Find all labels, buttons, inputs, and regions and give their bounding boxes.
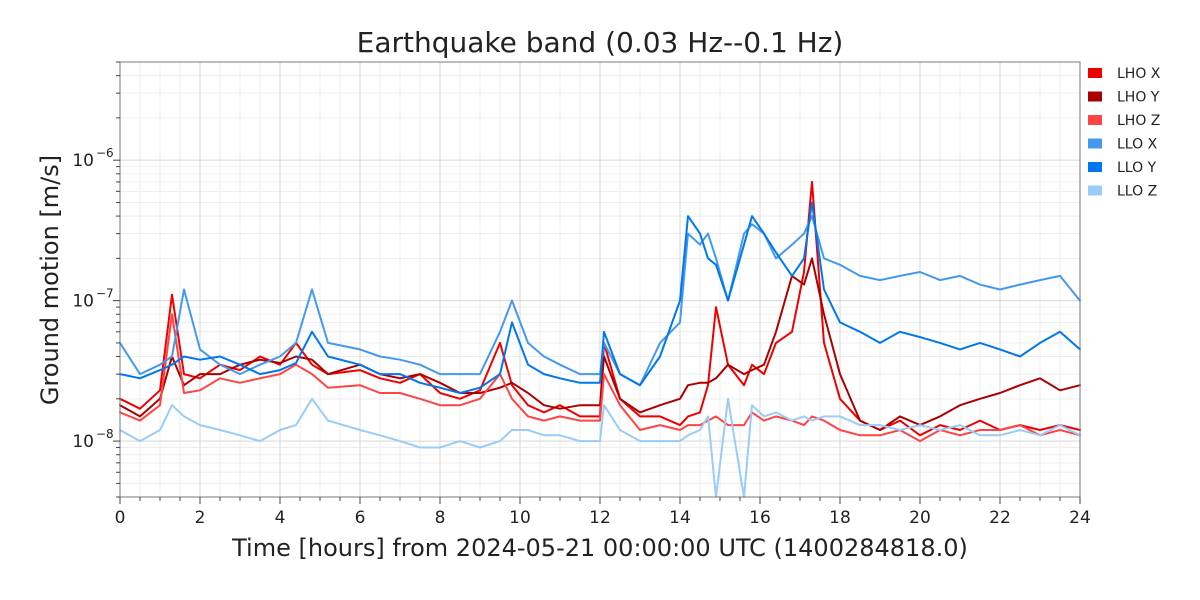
y-tick-label: 10 <box>72 432 94 452</box>
x-tick-label: 0 <box>115 508 126 528</box>
legend-swatch <box>1088 68 1102 78</box>
x-tick-label: 8 <box>435 508 446 528</box>
y-tick-base: 10 <box>72 292 94 312</box>
y-tick-label: 10 <box>72 292 94 312</box>
legend-swatch <box>1088 185 1102 196</box>
x-axis-label: Time [hours] from 2024-05-21 00:00:00 UT… <box>231 534 968 562</box>
series-line-llo-y <box>119 201 1081 394</box>
x-tick-label: 18 <box>829 508 851 528</box>
legend-swatch <box>1088 115 1102 125</box>
y-tick-label: 10 <box>72 151 94 171</box>
series-line-lho-y <box>119 257 1081 431</box>
y-axis-label: Ground motion [m/s] <box>36 155 64 405</box>
chart-title: Earthquake band (0.03 Hz--0.1 Hz) <box>357 26 844 59</box>
legend-swatch <box>1088 91 1102 102</box>
x-tick-label: 22 <box>989 508 1011 528</box>
x-tick-label: 16 <box>749 508 771 528</box>
legend-label: LLO X <box>1117 137 1158 153</box>
x-tick-label: 12 <box>589 508 611 528</box>
x-tick-label: 2 <box>195 508 206 528</box>
x-tick-label: 14 <box>669 508 691 528</box>
series-line-lho-z <box>119 313 1081 443</box>
series-line-lho-x <box>119 180 1081 437</box>
y-tick-exponent: −7 <box>96 287 114 301</box>
x-tick-label: 24 <box>1069 508 1091 528</box>
legend: LHO X LHO Y LHO Z LLO X LLO Y LLO Z <box>1088 66 1161 200</box>
legend-label: LLO Y <box>1117 160 1157 176</box>
legend-swatch <box>1088 162 1102 172</box>
legend-label: LHO Y <box>1117 90 1160 106</box>
y-tick-exponent: −6 <box>96 146 114 160</box>
x-tick-label: 20 <box>909 508 931 528</box>
x-axis-ticks: 0 2 4 6 8 10 12 14 16 18 20 22 24 <box>115 497 1091 528</box>
legend-label: LHO Z <box>1117 113 1160 129</box>
legend-swatch <box>1088 138 1102 149</box>
y-tick-base: 10 <box>72 432 94 452</box>
legend-label: LHO X <box>1117 66 1161 82</box>
y-tick-base: 10 <box>72 151 94 171</box>
y-axis-ticks: 10−810−710−6 <box>72 61 120 498</box>
x-tick-label: 4 <box>275 508 286 528</box>
x-tick-label: 10 <box>509 508 531 528</box>
series-line-llo-z <box>119 397 1081 498</box>
legend-label: LLO Z <box>1117 184 1157 200</box>
x-tick-label: 6 <box>355 508 366 528</box>
major-grid <box>119 62 1081 497</box>
series-lines <box>119 180 1081 498</box>
y-tick-exponent: −8 <box>96 427 114 441</box>
